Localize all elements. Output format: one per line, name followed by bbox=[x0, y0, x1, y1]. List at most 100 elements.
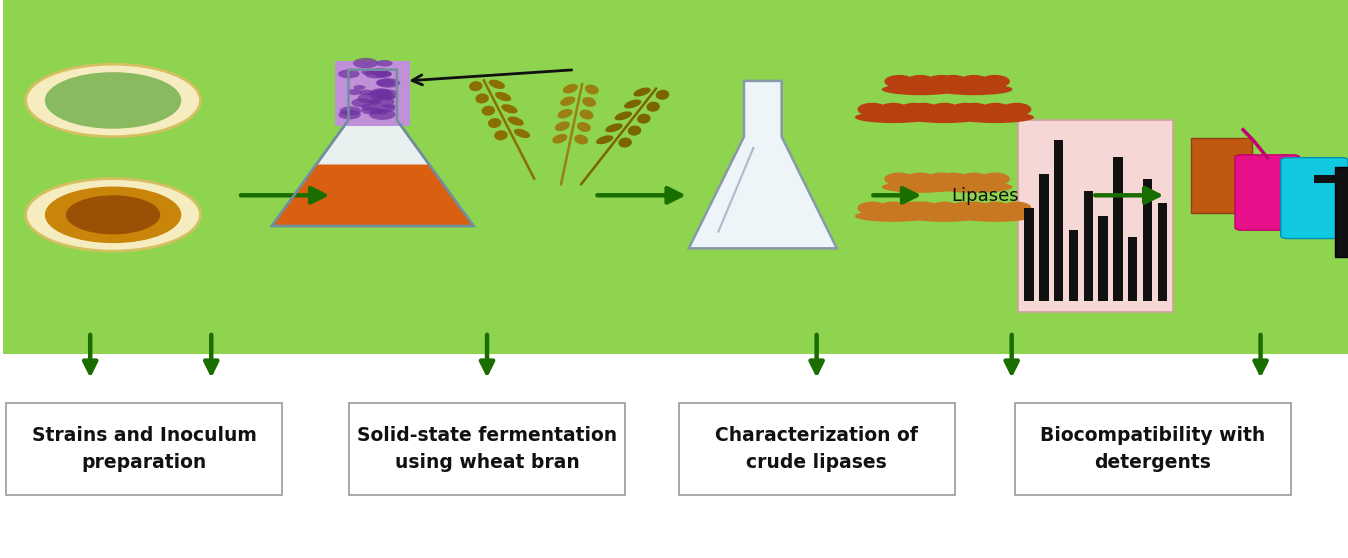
Ellipse shape bbox=[930, 201, 960, 215]
Circle shape bbox=[361, 70, 375, 75]
Ellipse shape bbox=[936, 181, 1012, 193]
Circle shape bbox=[375, 109, 388, 115]
Bar bbox=[1039, 174, 1049, 301]
Ellipse shape bbox=[647, 102, 661, 112]
Circle shape bbox=[360, 90, 373, 95]
Ellipse shape bbox=[938, 75, 968, 88]
Text: Solid-state fermentation
using wheat bran: Solid-state fermentation using wheat bra… bbox=[357, 426, 617, 472]
Ellipse shape bbox=[957, 112, 1034, 123]
Circle shape bbox=[369, 89, 394, 99]
Ellipse shape bbox=[495, 130, 508, 140]
Ellipse shape bbox=[950, 201, 980, 215]
Ellipse shape bbox=[634, 88, 651, 97]
Circle shape bbox=[338, 69, 360, 78]
Ellipse shape bbox=[882, 84, 958, 95]
Ellipse shape bbox=[582, 97, 596, 107]
Text: Lipases: Lipases bbox=[952, 187, 1019, 205]
Ellipse shape bbox=[926, 172, 956, 186]
Ellipse shape bbox=[980, 172, 1010, 186]
Ellipse shape bbox=[882, 181, 958, 193]
Ellipse shape bbox=[926, 75, 956, 88]
Bar bbox=[1018, 120, 1173, 312]
Ellipse shape bbox=[508, 117, 524, 126]
Ellipse shape bbox=[585, 84, 599, 94]
Ellipse shape bbox=[1002, 103, 1031, 116]
Text: Biocompatibility with
detergents: Biocompatibility with detergents bbox=[1041, 426, 1266, 472]
Bar bbox=[1143, 179, 1153, 301]
Circle shape bbox=[352, 98, 373, 107]
Ellipse shape bbox=[638, 114, 651, 124]
Bar bbox=[336, 61, 410, 126]
Ellipse shape bbox=[884, 172, 914, 186]
Circle shape bbox=[44, 72, 181, 129]
Ellipse shape bbox=[655, 90, 669, 100]
Ellipse shape bbox=[855, 112, 931, 123]
Circle shape bbox=[379, 71, 392, 76]
Bar bbox=[1113, 157, 1123, 301]
Bar bbox=[1069, 230, 1078, 301]
Ellipse shape bbox=[1002, 201, 1031, 215]
Ellipse shape bbox=[980, 75, 1010, 88]
FancyBboxPatch shape bbox=[1015, 403, 1291, 496]
Ellipse shape bbox=[936, 84, 1012, 95]
Ellipse shape bbox=[857, 103, 887, 116]
Text: Strains and Inoculum
preparation: Strains and Inoculum preparation bbox=[31, 426, 256, 472]
Circle shape bbox=[373, 89, 398, 99]
Ellipse shape bbox=[879, 201, 909, 215]
Ellipse shape bbox=[619, 137, 632, 147]
Circle shape bbox=[371, 97, 395, 107]
Ellipse shape bbox=[884, 75, 914, 88]
Circle shape bbox=[376, 60, 392, 66]
Ellipse shape bbox=[950, 103, 980, 116]
Ellipse shape bbox=[580, 109, 593, 119]
Circle shape bbox=[377, 105, 395, 112]
Circle shape bbox=[361, 107, 380, 114]
Ellipse shape bbox=[960, 75, 989, 88]
Ellipse shape bbox=[628, 126, 642, 136]
Ellipse shape bbox=[960, 103, 989, 116]
Circle shape bbox=[377, 78, 400, 88]
Circle shape bbox=[371, 88, 391, 97]
Bar bbox=[1099, 216, 1108, 301]
FancyBboxPatch shape bbox=[349, 403, 625, 496]
Ellipse shape bbox=[495, 92, 511, 101]
Polygon shape bbox=[689, 81, 837, 248]
Ellipse shape bbox=[906, 75, 936, 88]
Ellipse shape bbox=[879, 103, 909, 116]
Ellipse shape bbox=[476, 93, 489, 103]
Ellipse shape bbox=[624, 99, 642, 108]
Circle shape bbox=[369, 109, 383, 114]
Ellipse shape bbox=[574, 134, 588, 145]
Circle shape bbox=[348, 89, 363, 95]
FancyBboxPatch shape bbox=[1281, 157, 1348, 239]
Ellipse shape bbox=[469, 81, 483, 91]
Polygon shape bbox=[272, 70, 473, 226]
FancyBboxPatch shape bbox=[1235, 155, 1299, 230]
Circle shape bbox=[376, 79, 395, 87]
Ellipse shape bbox=[906, 112, 983, 123]
Ellipse shape bbox=[981, 103, 1011, 116]
Polygon shape bbox=[272, 165, 473, 226]
Ellipse shape bbox=[960, 201, 989, 215]
Ellipse shape bbox=[558, 109, 573, 118]
Bar bbox=[1314, 175, 1344, 183]
Ellipse shape bbox=[857, 201, 887, 215]
Bar bbox=[1128, 237, 1138, 301]
Ellipse shape bbox=[481, 105, 495, 116]
Ellipse shape bbox=[596, 135, 613, 145]
Ellipse shape bbox=[577, 122, 590, 132]
Circle shape bbox=[369, 109, 395, 120]
Ellipse shape bbox=[561, 97, 576, 106]
Ellipse shape bbox=[514, 129, 530, 138]
Circle shape bbox=[371, 68, 388, 75]
Ellipse shape bbox=[489, 80, 506, 89]
Ellipse shape bbox=[488, 118, 501, 128]
Circle shape bbox=[369, 100, 381, 104]
Circle shape bbox=[353, 58, 379, 68]
Ellipse shape bbox=[909, 103, 938, 116]
Ellipse shape bbox=[615, 112, 632, 121]
Circle shape bbox=[338, 110, 361, 119]
Ellipse shape bbox=[899, 201, 929, 215]
FancyBboxPatch shape bbox=[1190, 138, 1252, 213]
Circle shape bbox=[26, 64, 201, 137]
